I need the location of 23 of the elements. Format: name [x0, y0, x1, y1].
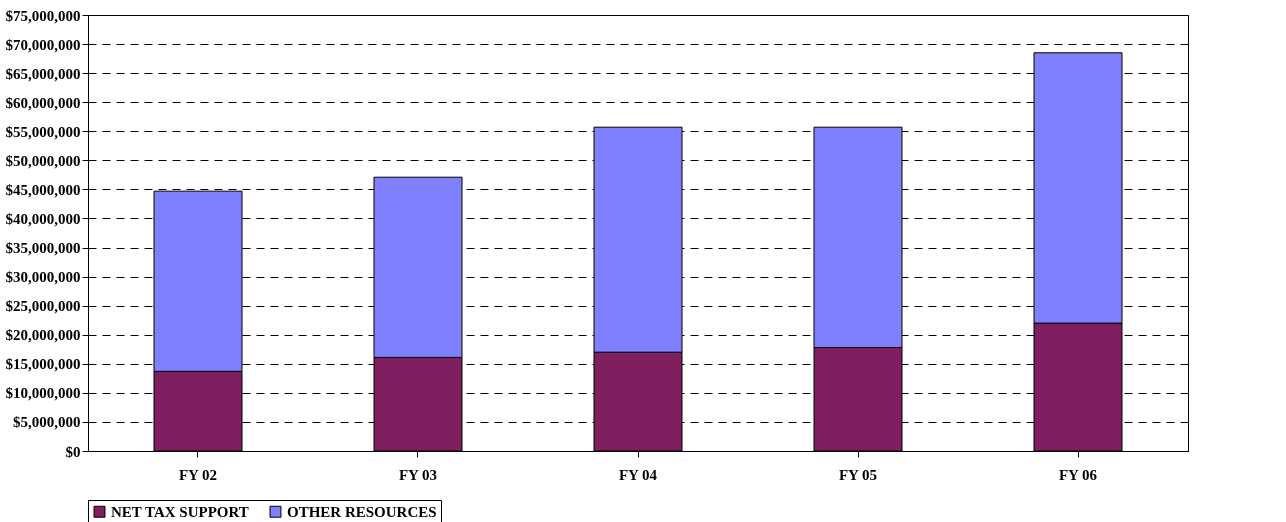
- x-tick-label: FY 06: [1058, 466, 1098, 483]
- legend-label: NET TAX SUPPORT: [111, 503, 249, 520]
- y-tick-label: $70,000,000: [5, 36, 81, 53]
- y-tick-label: $0: [65, 443, 81, 460]
- y-tick-label: $50,000,000: [5, 152, 81, 169]
- y-tick-label: $65,000,000: [5, 65, 81, 82]
- y-tick-label: $30,000,000: [5, 269, 81, 286]
- y-tick-label: $45,000,000: [5, 181, 81, 198]
- y-tick-label: $60,000,000: [5, 94, 81, 111]
- y-tick-label: $55,000,000: [5, 123, 81, 140]
- x-tick-label: FY 03: [398, 466, 438, 483]
- y-tick-label: $20,000,000: [5, 327, 81, 344]
- y-tick-label: $40,000,000: [5, 210, 81, 227]
- y-tick-label: $35,000,000: [5, 240, 81, 257]
- y-tick-label: $75,000,000: [5, 7, 81, 24]
- y-tick-label: $15,000,000: [5, 356, 81, 373]
- y-tick-label: $25,000,000: [5, 298, 81, 315]
- y-tick-label: $5,000,000: [13, 414, 81, 431]
- x-tick-label: FY 02: [178, 466, 218, 483]
- x-tick-label: FY 04: [618, 466, 658, 483]
- y-tick-label: $10,000,000: [5, 385, 81, 402]
- x-tick-label: FY 05: [838, 466, 878, 483]
- legend-label: OTHER RESOURCES: [287, 503, 437, 520]
